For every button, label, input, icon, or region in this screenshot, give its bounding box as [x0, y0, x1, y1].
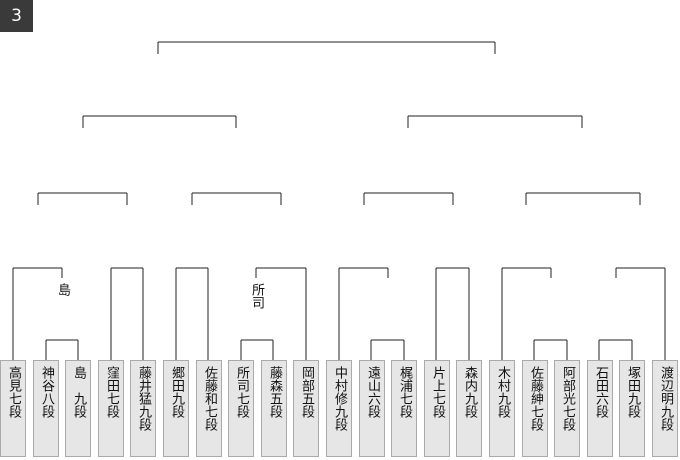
player-box: 藤井猛九段 — [130, 360, 156, 457]
player-box: 森内九段 — [456, 360, 482, 457]
player-box: 島 九段 — [65, 360, 91, 457]
player-box: 片上七段 — [424, 360, 450, 457]
player-box: 藤森五段 — [261, 360, 287, 457]
player-box: 石田六段 — [587, 360, 613, 457]
player-box: 阿部光七段 — [554, 360, 580, 457]
player-box: 中村修九段 — [326, 360, 352, 457]
lines — [12, 41, 666, 360]
player-box: 所司七段 — [228, 360, 254, 457]
player-box: 窪田七段 — [98, 360, 124, 457]
player-box: 遠山六段 — [359, 360, 385, 457]
player-box: 佐藤紳七段 — [522, 360, 548, 457]
player-box: 木村九段 — [489, 360, 515, 457]
player-box: 郷田九段 — [163, 360, 189, 457]
player-box: 岡部五段 — [293, 360, 319, 457]
round-badge: 3 — [0, 0, 33, 32]
player-box: 高見七段 — [0, 360, 26, 457]
player-box: 渡辺明九段 — [652, 360, 678, 457]
player-box: 佐藤和七段 — [196, 360, 222, 457]
winner-label: 所司 — [249, 283, 264, 309]
player-box: 塚田九段 — [619, 360, 645, 457]
player-box: 梶浦七段 — [391, 360, 417, 457]
player-box: 神谷八段 — [33, 360, 59, 457]
winner-label: 島 — [55, 283, 70, 296]
